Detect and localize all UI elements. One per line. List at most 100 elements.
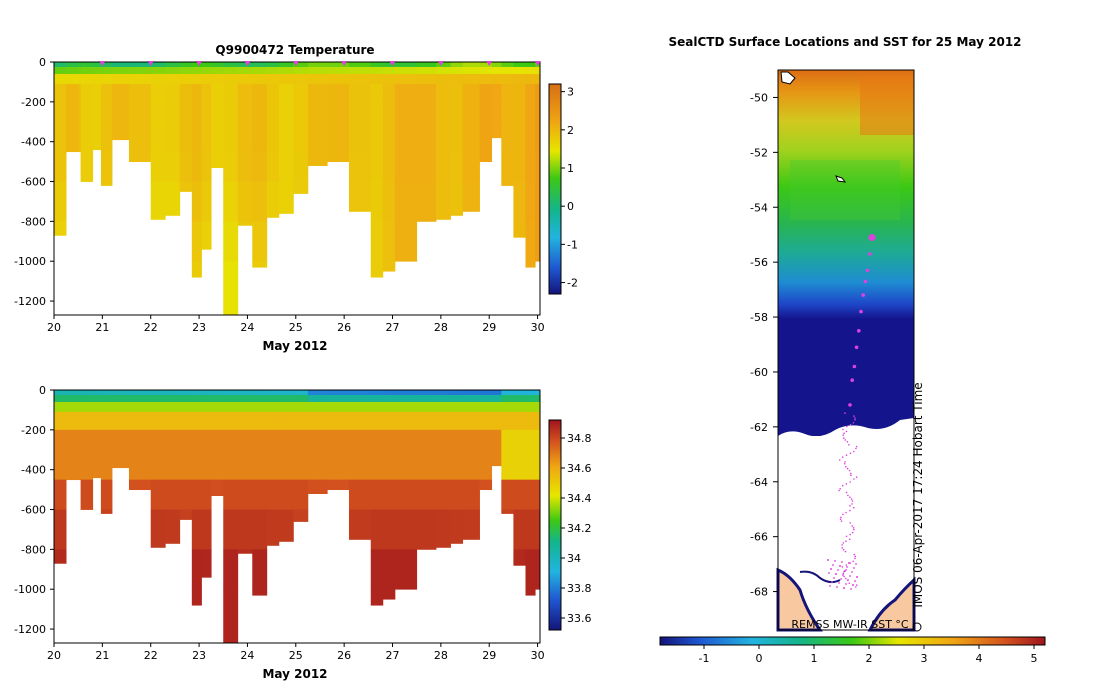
track-point <box>849 509 851 512</box>
section-cell <box>92 394 102 403</box>
section-cell <box>416 66 437 75</box>
section-cell <box>450 66 464 75</box>
section-cell <box>394 221 418 262</box>
section-cell <box>66 125 79 153</box>
section-cell <box>479 390 493 396</box>
section-cell <box>370 479 384 510</box>
track-point <box>837 569 839 571</box>
section-cell <box>501 509 514 514</box>
section-cell <box>450 401 464 413</box>
section-cell <box>278 125 294 153</box>
x-tick-label: 20 <box>47 649 61 662</box>
section-cell <box>100 151 113 182</box>
section-cell <box>223 101 239 127</box>
section-cell <box>370 221 384 262</box>
section-cell <box>535 73 541 85</box>
section-cell <box>179 62 193 68</box>
section-cell <box>100 429 113 455</box>
section-cell <box>307 73 328 85</box>
x-tick-label: 21 <box>95 321 109 334</box>
section-cell <box>278 401 294 413</box>
section-cell <box>100 181 113 186</box>
track-point <box>838 489 840 492</box>
lat-tick-label: -54 <box>750 201 768 214</box>
track-point <box>854 417 856 419</box>
section-cell <box>293 429 309 455</box>
section-cell <box>128 394 152 403</box>
section-cell <box>266 390 280 396</box>
section-cell <box>293 101 309 127</box>
section-cell <box>501 151 514 182</box>
section-cell <box>370 101 384 127</box>
section-cell <box>237 394 253 403</box>
section-cell <box>370 181 384 222</box>
section-cell <box>150 411 166 431</box>
x-tick-label: 22 <box>144 321 158 334</box>
section-cell <box>179 125 193 153</box>
section-cell <box>382 509 396 550</box>
section-cell <box>223 453 239 481</box>
section-cell <box>501 83 514 103</box>
section-cell <box>165 479 181 510</box>
section-cell <box>252 181 268 222</box>
section-cell <box>92 83 102 103</box>
section-cell <box>293 66 309 75</box>
y-tick-label: -800 <box>21 543 46 556</box>
section-cell <box>416 101 437 127</box>
section-cell <box>293 151 309 182</box>
profile-marker <box>147 61 154 66</box>
lat-tick-label: -62 <box>750 421 768 434</box>
track-point <box>854 580 856 582</box>
section-cell <box>513 401 526 413</box>
section-cell <box>307 66 328 75</box>
track-point <box>851 500 854 502</box>
section-cell <box>54 390 67 396</box>
section-cell <box>252 549 268 590</box>
track-point <box>854 555 857 558</box>
x-tick-label: 25 <box>289 649 303 662</box>
x-tick-label: 29 <box>482 649 496 662</box>
section-cell <box>436 453 451 481</box>
section-cell <box>92 453 102 479</box>
section-cell <box>278 390 294 396</box>
section-cell <box>370 390 384 396</box>
section-cell <box>54 83 67 103</box>
colorbar-tick-label: 34.8 <box>567 432 592 445</box>
section-cell <box>513 83 526 103</box>
section-cell <box>191 479 202 510</box>
section-cell <box>382 394 396 403</box>
section-cell <box>223 549 239 590</box>
track-point <box>832 564 834 566</box>
track-point <box>850 588 852 590</box>
section-cell <box>479 401 493 413</box>
colorbar-tick-label: 1 <box>567 162 574 175</box>
section-cell <box>66 83 79 103</box>
section-cell <box>327 394 350 403</box>
section-cell <box>525 73 536 85</box>
section-cell <box>525 401 536 413</box>
section-cell <box>201 479 212 510</box>
track-point <box>848 444 850 446</box>
section-cell <box>211 62 224 68</box>
section-cell <box>436 401 451 413</box>
section-cell <box>112 101 130 127</box>
section-cell <box>80 66 94 75</box>
section-cell <box>237 181 253 222</box>
section-cell <box>513 549 526 566</box>
section-cell <box>307 151 328 166</box>
section-cell <box>416 181 437 222</box>
section-cell <box>491 62 502 68</box>
lat-tick-label: -50 <box>750 91 768 104</box>
section-cell <box>462 62 480 68</box>
section-cell <box>535 453 541 481</box>
track-point <box>839 518 842 520</box>
section-cell <box>327 62 350 68</box>
section-cell <box>436 390 451 396</box>
section-cell <box>479 101 493 127</box>
section-cell <box>237 66 253 75</box>
section-cell <box>128 401 152 413</box>
track-point <box>847 494 849 497</box>
x-tick-label: 23 <box>192 649 206 662</box>
x-tick-label: 24 <box>240 321 254 334</box>
section-cell <box>66 62 79 68</box>
